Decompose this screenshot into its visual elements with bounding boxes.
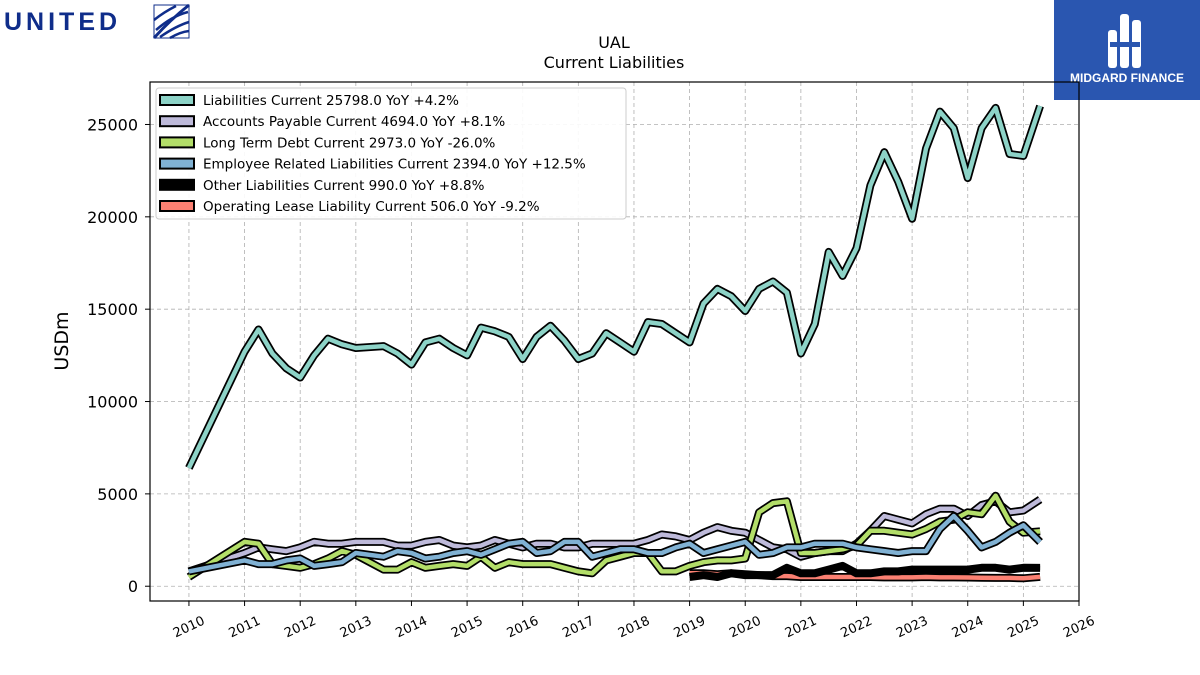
series-liabilities-current — [185, 103, 1044, 470]
series-line — [188, 513, 1042, 574]
legend-label: Liabilities Current 25798.0 YoY +4.2% — [203, 93, 459, 109]
x-axis-ticks: 2010 2011 2012 2013 2014 2015 2016 2017 2018 2019… — [171, 601, 1097, 641]
x-tick-label: 2014 — [394, 614, 430, 642]
chart-title: UAL — [598, 33, 630, 52]
legend-item: Employee Related Liabilities Current 239… — [159, 157, 586, 173]
x-tick-label: 2018 — [616, 614, 652, 642]
legend-swatch — [159, 157, 195, 170]
x-tick-label: 2021 — [783, 614, 819, 642]
y-axis-ticks: 0 5000 10000 15000 20000 25000 — [87, 115, 150, 596]
series-line — [186, 105, 1043, 469]
y-tick-label: 15000 — [87, 300, 138, 319]
legend-item: Accounts Payable Current 4694.0 YoY +8.1… — [159, 114, 505, 130]
series-other-liabilities-current — [689, 561, 1041, 581]
x-tick-label: 2010 — [171, 614, 207, 642]
x-tick-label: 2017 — [560, 614, 596, 642]
plot-frame — [149, 81, 1080, 602]
chart-subtitle: Current Liabilities — [544, 53, 685, 72]
legend-label: Accounts Payable Current 4694.0 YoY +8.1… — [203, 114, 505, 130]
united-logo-graphic: UNITED — [4, 3, 190, 40]
y-axis-label: USDm — [51, 311, 73, 370]
midgard-logo-text: MIDGARD FINANCE — [1070, 71, 1184, 85]
united-logo: UNITED — [0, 0, 200, 45]
legend-label: Operating Lease Liability Current 506.0 … — [203, 199, 540, 215]
legend-label: Long Term Debt Current 2973.0 YoY -26.0% — [203, 135, 496, 151]
x-tick-label: 2015 — [449, 614, 485, 642]
legend-item: Other Liabilities Current 990.0 YoY +8.8… — [159, 178, 485, 194]
x-tick-label: 2025 — [1005, 614, 1041, 642]
legend-item: Liabilities Current 25798.0 YoY +4.2% — [159, 93, 459, 109]
legend-swatch — [159, 200, 195, 212]
midgard-mark-icon — [1108, 14, 1141, 68]
series-line — [188, 497, 1042, 574]
series-line — [689, 563, 1041, 580]
y-tick-label: 0 — [128, 577, 138, 596]
x-tick-label: 2019 — [672, 614, 708, 642]
legend-swatch — [159, 115, 195, 128]
legend-item: Operating Lease Liability Current 506.0 … — [159, 199, 540, 215]
legend: Liabilities Current 25798.0 YoY +4.2% Acc… — [155, 87, 627, 220]
legend-swatch — [159, 178, 195, 191]
series-accounts-payable-current — [187, 496, 1043, 576]
y-tick-label: 25000 — [87, 115, 138, 134]
globe-icon — [152, 3, 190, 40]
legend-item: Long Term Debt Current 2973.0 YoY -26.0% — [159, 135, 496, 151]
series-employee-related-liabilities-current — [188, 512, 1043, 576]
legend-box — [155, 87, 627, 220]
legend-swatch — [159, 94, 195, 106]
x-tick-label: 2022 — [839, 614, 875, 642]
x-tick-label: 2012 — [282, 614, 318, 642]
y-tick-label: 10000 — [87, 393, 138, 412]
x-tick-label: 2013 — [338, 614, 374, 642]
y-tick-label: 20000 — [87, 208, 138, 227]
legend-label: Employee Related Liabilities Current 239… — [203, 157, 586, 173]
midgard-logo-graphic: MIDGARD FINANCE — [1070, 14, 1184, 85]
legend-swatch — [159, 136, 195, 149]
x-tick-label: 2020 — [727, 614, 763, 642]
united-logo-text: UNITED — [4, 8, 121, 36]
y-tick-label: 5000 — [97, 485, 138, 504]
series-layer — [185, 103, 1044, 583]
x-tick-label: 2016 — [505, 614, 541, 642]
x-tick-label: 2026 — [1061, 614, 1097, 642]
x-tick-label: 2023 — [894, 614, 930, 642]
legend-label: Other Liabilities Current 990.0 YoY +8.8… — [203, 178, 485, 194]
midgard-finance-logo: MIDGARD FINANCE — [1054, 0, 1200, 100]
x-tick-label: 2011 — [227, 614, 263, 642]
x-tick-label: 2024 — [950, 614, 986, 642]
